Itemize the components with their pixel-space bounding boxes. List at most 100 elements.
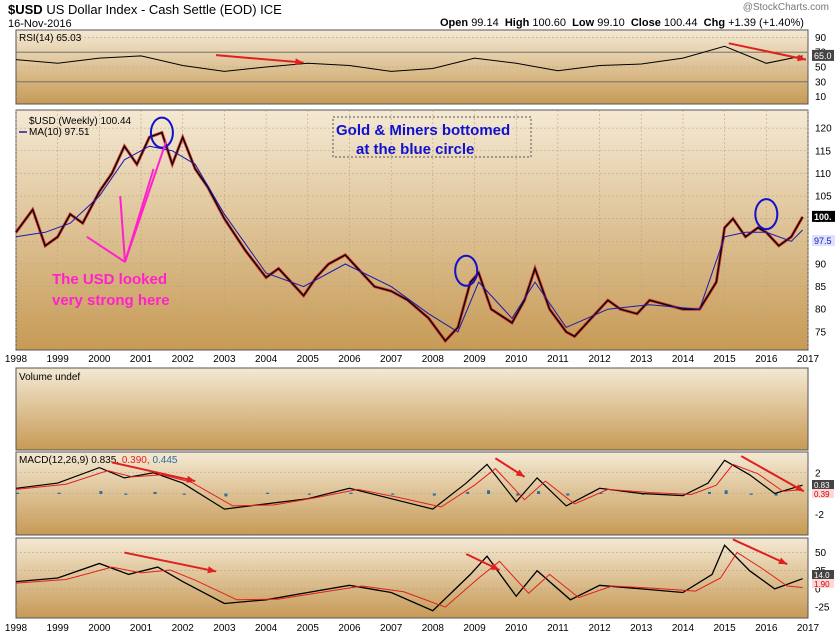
chart-symbol-title: $USD US Dollar Index - Cash Settle (EOD)… [8, 2, 282, 17]
bottom-x-tick-label: 2017 [797, 623, 820, 634]
macd-current-label: 0.39 [814, 490, 830, 499]
price-y-tick-label: 115 [815, 146, 831, 157]
price-x-tick-label: 2016 [755, 354, 778, 365]
red-trend-arrow [215, 54, 304, 64]
magenta-arrow [86, 235, 126, 263]
ma10-current-box [812, 235, 835, 246]
price-x-tick-label: 2008 [422, 354, 445, 365]
blue-circle-annotation [754, 198, 779, 231]
macd-histogram-bar [57, 492, 61, 494]
rsi-y-tick-label: 10 [815, 92, 827, 103]
macd-histogram-bar [566, 493, 570, 496]
volume-title: Volume undef [19, 372, 80, 383]
macd-histogram-bar [707, 491, 711, 494]
macd-histogram-bar [266, 492, 270, 494]
price-x-tick-label: 2000 [88, 354, 111, 365]
red-trend-arrowhead [515, 469, 525, 477]
price-x-tick-label: 2009 [463, 354, 486, 365]
magenta-arrow [119, 195, 126, 263]
chg-value: +1.39 (+1.40%) [728, 17, 804, 29]
macd-histogram-bar [349, 492, 353, 494]
bottom-x-tick-label: 2009 [463, 623, 486, 634]
macd-histogram-bar [599, 492, 603, 494]
red-trend-arrowhead [186, 475, 196, 483]
momentum-current-label: 14.0 [814, 571, 830, 580]
macd-histogram-bar [124, 493, 128, 495]
price-current-label: 100. [814, 212, 832, 222]
momentum-current-box [812, 579, 834, 588]
low-label: Low [572, 17, 595, 29]
price-x-tick-label: 2011 [547, 354, 569, 365]
bottom-x-tick-label: 2013 [630, 623, 653, 634]
price-x-tick-label: 2015 [714, 354, 737, 365]
macd-histogram-bar [391, 493, 395, 495]
price-x-tick-label: 2007 [380, 354, 403, 365]
price-y-tick-label: 80 [815, 305, 827, 316]
magenta-annotation-text-line2: very strong here [52, 292, 170, 309]
red-trend-arrowhead [295, 58, 304, 66]
price-x-tick-label: 2002 [172, 354, 195, 365]
red-trend-arrow [728, 42, 807, 61]
price-y-tick-label: 120 [815, 124, 832, 135]
macd-histogram-bar [99, 491, 103, 494]
price-x-tick-label: 2001 [130, 354, 153, 365]
macd-signal-line [15, 463, 803, 508]
price-x-tick-label: 2003 [213, 354, 236, 365]
price-y-tick-label: 110 [815, 169, 831, 180]
price-x-tick-label: 1999 [47, 354, 70, 365]
macd-y-tick-label: 2 [815, 468, 821, 479]
open-value: 99.14 [471, 17, 499, 29]
macd-current-box [812, 489, 834, 498]
price-panel-background [15, 109, 809, 351]
bottom-x-tick-label: 1999 [47, 623, 70, 634]
ma10-legend-label: MA(10) 97.51 [29, 127, 90, 138]
rsi-line [15, 45, 803, 72]
bottom-x-tick-label: 2004 [255, 623, 278, 634]
macd-histogram-bar [749, 493, 753, 495]
ma10-line [15, 145, 803, 333]
price-line [15, 131, 804, 342]
momentum-line [15, 544, 803, 612]
red-trend-arrow [124, 551, 217, 573]
macd-histogram-value-text: 0.445 [152, 455, 177, 466]
macd-current-label: 0.83 [814, 481, 830, 490]
blue-circle-annotation [454, 254, 479, 287]
macd-histogram-bar [774, 493, 778, 496]
red-trend-arrow [740, 455, 805, 493]
macd-title: MACD(12,26,9) 0.835, 0.390, 0.445 [19, 455, 178, 466]
blue-annotation-text-line1: Gold & Miners bottomed [336, 122, 510, 139]
price-x-tick-label: 2005 [297, 354, 320, 365]
price-y-tick-label: 105 [815, 192, 832, 203]
exchange-text: ICE [260, 2, 282, 17]
chart-date: 16-Nov-2016 [8, 18, 72, 30]
momentum-y-tick-label: 50 [815, 548, 827, 559]
bottom-x-tick-label: 2007 [380, 623, 403, 634]
macd-y-tick-label: -2 [815, 510, 824, 521]
price-x-tick-label: 2013 [630, 354, 653, 365]
macd-histogram-bar [724, 490, 728, 494]
red-trend-arrow [732, 538, 788, 566]
chg-label: Chg [703, 17, 726, 29]
price-x-tick-label: 2006 [338, 354, 361, 365]
magenta-annotation-text-line1: The USD looked [52, 271, 167, 288]
macd-value-text: 0.835, [91, 455, 122, 466]
macd-histogram-bar [432, 493, 436, 496]
momentum-current-label: 1.90 [814, 580, 830, 589]
bottom-x-tick-label: 2003 [213, 623, 236, 634]
price-x-tick-label: 2004 [255, 354, 278, 365]
bottom-x-tick-label: 2014 [672, 623, 695, 634]
ohlc-summary: Open 99.14 High 100.60 Low 99.10 Close 1… [440, 17, 804, 29]
rsi-y-tick-label: 90 [815, 33, 827, 44]
red-trend-arrowhead [490, 563, 500, 570]
bottom-x-tick-label: 2016 [755, 623, 778, 634]
blue-circle-annotation [149, 116, 174, 149]
red-trend-arrowhead [797, 54, 806, 62]
macd-line [15, 459, 803, 510]
high-label: High [504, 17, 530, 29]
bottom-x-tick-label: 2006 [338, 623, 361, 634]
macd-histogram-bar [307, 493, 311, 495]
macd-histogram-bar [516, 493, 520, 496]
price-x-tick-label: 2010 [505, 354, 528, 365]
macd-histogram-bar [182, 493, 186, 495]
